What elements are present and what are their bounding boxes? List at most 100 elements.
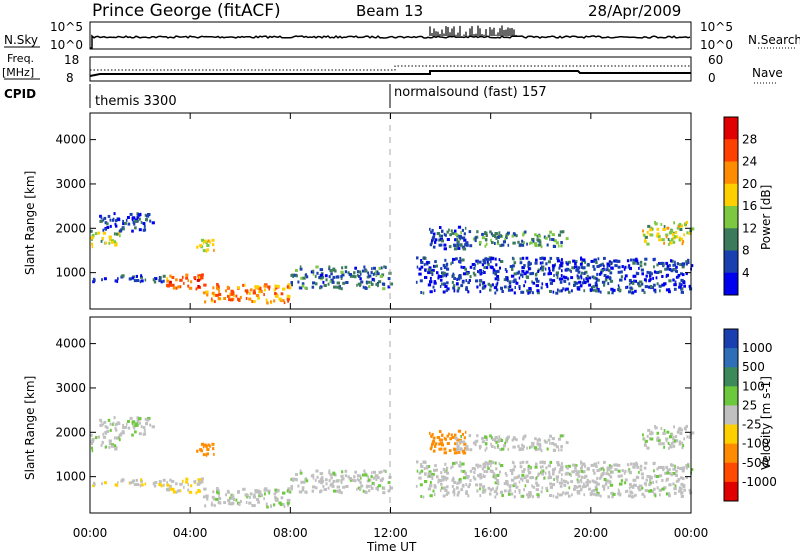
power-cell	[438, 234, 441, 238]
power-cell	[688, 232, 692, 235]
power-cell	[229, 298, 234, 302]
power-cell	[608, 262, 612, 266]
velocity-cell	[496, 479, 500, 482]
velocity-cell	[387, 489, 391, 493]
velocity-cell	[588, 487, 592, 491]
velocity-cell	[426, 464, 429, 468]
velocity-cell	[335, 479, 340, 483]
power-cell	[474, 239, 477, 243]
velocity-cell	[476, 489, 479, 493]
velocity-cell	[364, 490, 368, 494]
velocity-cell	[201, 477, 204, 481]
velocity-cell	[494, 439, 497, 442]
velocity-cell	[442, 486, 445, 490]
velocity-cell	[663, 445, 665, 449]
velocity-cell	[556, 461, 560, 464]
velocity-cell	[560, 448, 563, 452]
power-cell	[434, 260, 437, 264]
power-cell	[580, 265, 584, 269]
velocity-cell	[667, 441, 670, 445]
velocity-cell	[676, 430, 680, 434]
velocity-cell	[175, 490, 178, 494]
velocity-cell	[674, 464, 676, 468]
power-cell	[328, 265, 331, 269]
velocity-cell	[195, 491, 198, 495]
velocity-cell	[594, 486, 597, 489]
velocity-cell	[374, 476, 376, 479]
power-cell	[485, 266, 489, 270]
power-cell	[495, 283, 498, 287]
velocity-cell	[160, 484, 163, 488]
velocity-cell	[613, 463, 616, 467]
power-cell	[268, 287, 270, 291]
power-cell	[629, 266, 632, 270]
power-cell	[444, 258, 447, 262]
nsky-tick-low: 10^0	[50, 38, 83, 52]
power-cell	[639, 264, 643, 268]
power-cell	[490, 284, 492, 288]
power-cell	[134, 226, 137, 230]
power-cell	[181, 275, 184, 279]
power-cell	[653, 265, 655, 269]
velocity-cell	[628, 486, 631, 490]
power-cell	[557, 288, 559, 292]
velocity-cell	[327, 486, 330, 490]
power-cell	[427, 268, 431, 272]
power-cell	[185, 276, 189, 280]
power-cell	[666, 267, 670, 271]
power-cell	[468, 230, 472, 234]
velocity-cell	[340, 479, 343, 482]
velocity-cell	[551, 437, 555, 441]
power-cell	[251, 300, 254, 303]
velocity-cell	[140, 478, 143, 482]
power-cell	[655, 276, 658, 280]
power-cell	[465, 287, 468, 291]
power-cell	[172, 286, 177, 290]
power-cell	[680, 237, 684, 241]
velocity-cell	[109, 422, 111, 426]
velocity-cell	[664, 471, 667, 475]
power-cell	[365, 280, 368, 284]
power-cell	[680, 272, 683, 276]
velocity-cell	[583, 476, 586, 479]
power-cell	[448, 228, 450, 232]
velocity-cell	[643, 495, 646, 499]
power-cell	[158, 275, 161, 279]
power-cell	[562, 230, 565, 234]
colorbar-tick-label: 12	[742, 221, 757, 235]
power-cell	[442, 271, 446, 275]
power-cell	[330, 272, 333, 276]
velocity-cell	[429, 494, 433, 498]
colorbar-tick-label: 4	[742, 266, 750, 280]
velocity-cell	[453, 481, 457, 484]
velocity-cell	[512, 461, 515, 465]
velocity-cell	[110, 444, 114, 448]
power-cell	[553, 274, 555, 277]
velocity-cell	[431, 477, 434, 480]
velocity-cell	[138, 421, 141, 425]
velocity-cell	[263, 497, 265, 501]
power-cell	[679, 224, 683, 228]
velocity-cell	[329, 483, 332, 487]
velocity-cell	[94, 436, 98, 440]
power-cell	[437, 276, 440, 280]
velocity-cell	[655, 426, 658, 430]
power-cell	[370, 271, 373, 275]
velocity-cell	[459, 478, 462, 481]
velocity-cell	[593, 463, 596, 467]
velocity-cell	[656, 486, 659, 490]
velocity-cell	[494, 446, 496, 449]
velocity-cell	[286, 501, 290, 505]
power-cell	[490, 260, 492, 264]
power-cell	[452, 257, 456, 261]
velocity-cell	[521, 447, 525, 451]
power-cell	[664, 267, 667, 271]
velocity-cell	[652, 480, 654, 484]
power-cell	[199, 277, 202, 281]
power-cell	[205, 239, 207, 243]
power-cell	[685, 272, 688, 276]
velocity-cell	[553, 478, 555, 481]
power-cell	[430, 241, 433, 245]
velocity-cell	[653, 462, 655, 466]
power-cell	[127, 216, 130, 219]
